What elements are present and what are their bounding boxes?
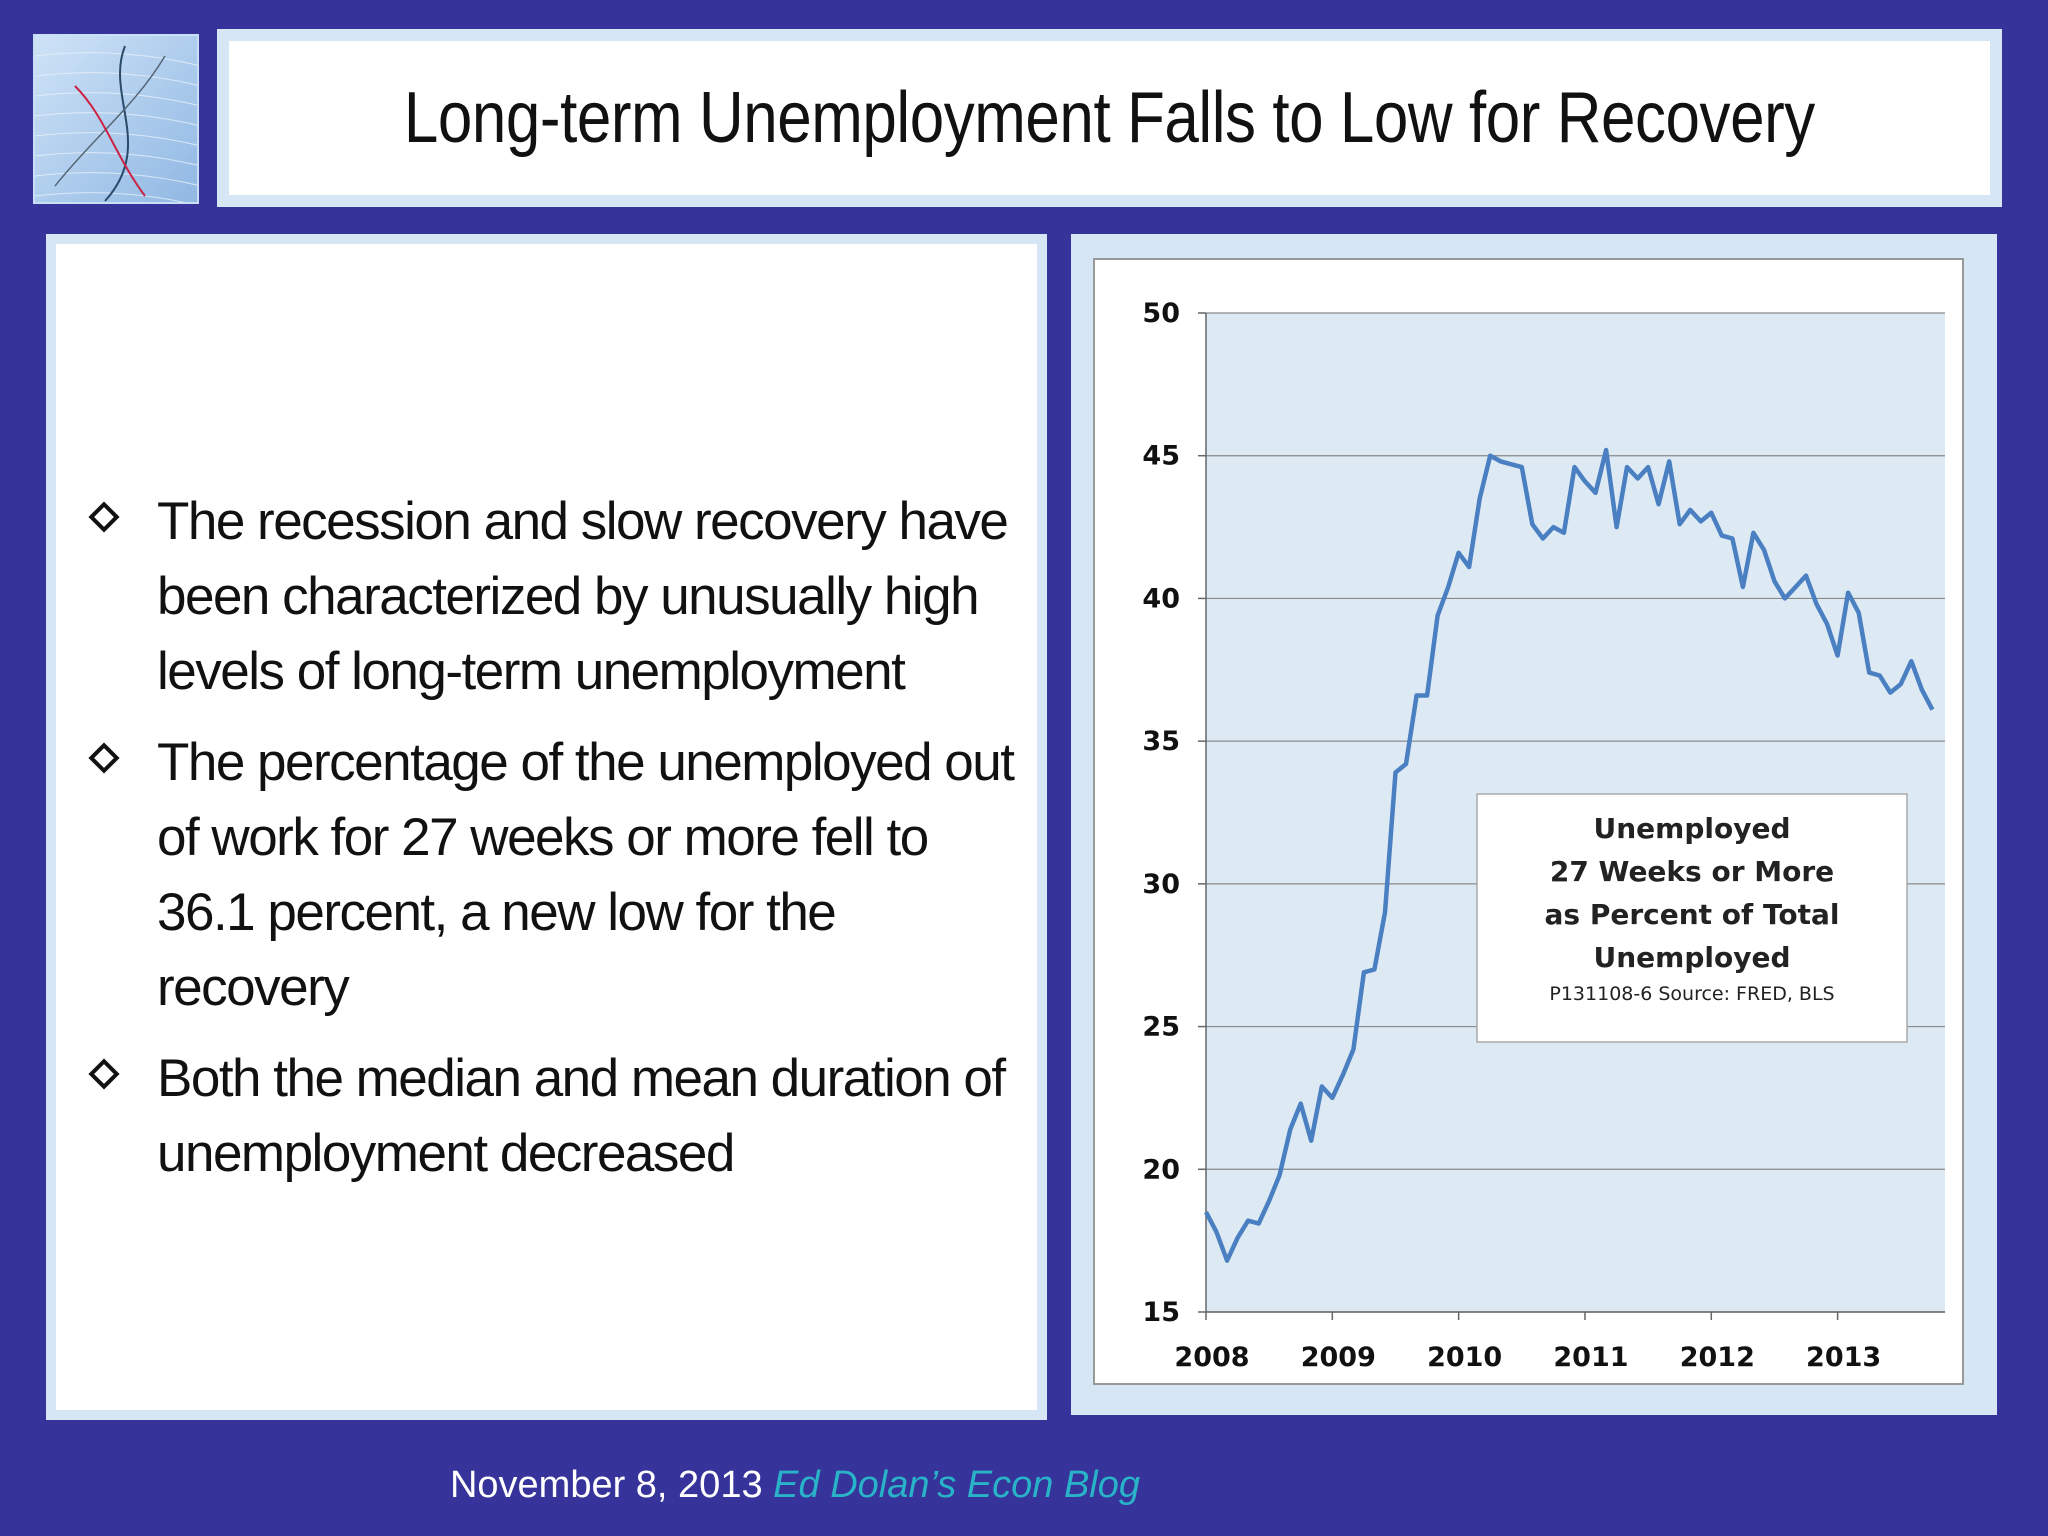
bullet-item: Both the median and mean duration of une… [56, 1041, 1037, 1191]
x-tick-label: 2013 [1806, 1342, 1881, 1373]
y-tick-label: 50 [1142, 298, 1180, 329]
series-line [1204, 447, 1935, 1263]
bullet-panel: The recession and slow recovery have bee… [46, 234, 1047, 1420]
x-tick-label: 2009 [1301, 1342, 1376, 1373]
legend-box [1476, 793, 1908, 1043]
diamond-bullet-icon [88, 742, 120, 774]
bullet-item: The percentage of the unemployed out of … [56, 725, 1037, 1025]
diamond-bullet-icon [88, 501, 120, 533]
y-tick-label: 25 [1142, 1012, 1180, 1043]
slide-title: Long-term Unemployment Falls to Low for … [404, 78, 1815, 158]
line-chart: 15 20 25 30 35 40 45 50 2008 2009 2010 2011 2012 2013… [1142, 298, 1945, 1373]
y-tick-label: 40 [1142, 583, 1180, 614]
title-frame: Long-term Unemployment Falls to Low for … [217, 29, 2002, 207]
bullet-item: The recession and slow recovery have bee… [56, 484, 1037, 709]
diamond-bullet-icon [88, 1058, 120, 1090]
y-tick-label: 30 [1142, 869, 1180, 900]
x-tick-label: 2012 [1680, 1342, 1755, 1373]
bullet-list: The recession and slow recovery have bee… [56, 484, 1037, 1207]
y-tick-label: 45 [1142, 441, 1180, 472]
y-tick-label: 35 [1142, 726, 1180, 757]
legend-label: Unemployed [1594, 941, 1791, 974]
x-tick-label: 2008 [1174, 1342, 1249, 1373]
logo [33, 34, 199, 204]
legend-label: as Percent of Total [1545, 898, 1840, 931]
source-note: P131108-6 Source: FRED, BLS [1549, 983, 1834, 1005]
footer-blog-name: Ed Dolan’s Econ Blog [773, 1464, 1141, 1506]
y-tick-label: 20 [1142, 1154, 1180, 1185]
footer-date: November 8, 2013 [449, 1464, 763, 1506]
footer: November 8, 2013 Ed Dolan’s Econ Blog [0, 1464, 1590, 1507]
x-tick-label: 2010 [1427, 1342, 1502, 1373]
legend-label: 27 Weeks or More [1550, 855, 1834, 888]
x-tick-label: 2011 [1553, 1342, 1628, 1373]
y-tick-label: 15 [1142, 1297, 1180, 1328]
chart-panel: 15 20 25 30 35 40 45 50 2008 2009 2010 2011 2012 2013… [1071, 234, 1997, 1415]
chart-area: 15 20 25 30 35 40 45 50 2008 2009 2010 2011 2012 2013… [1093, 258, 1964, 1385]
legend-label: Unemployed [1594, 812, 1791, 845]
